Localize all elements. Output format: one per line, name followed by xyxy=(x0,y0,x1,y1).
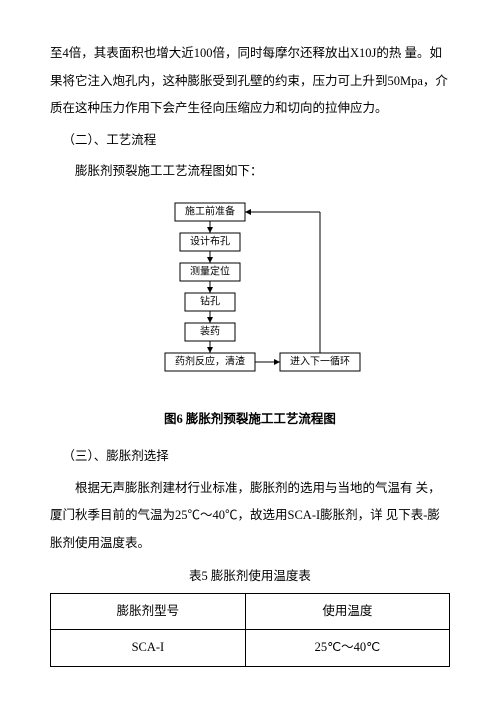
table-row: SCA-I 25℃～40℃ xyxy=(51,630,450,667)
flow-text-6: 药剂反应，清渣 xyxy=(175,354,245,367)
temperature-table: 膨胀剂型号 使用温度 SCA-I 25℃～40℃ xyxy=(50,593,450,667)
td-temp: 25℃～40℃ xyxy=(245,630,449,667)
flow-text-2: 设计布孔 xyxy=(190,234,230,247)
section-heading-3: （三）、膨胀剂选择 xyxy=(50,443,450,471)
table-caption-5: 表5 膨胀剂使用温度表 xyxy=(50,563,450,591)
arrowhead-5 xyxy=(207,347,213,353)
table-header-row: 膨胀剂型号 使用温度 xyxy=(51,593,450,630)
section-heading-2: （二）、工艺流程 xyxy=(50,127,450,155)
arrowhead-6 xyxy=(274,359,280,365)
th-model: 膨胀剂型号 xyxy=(51,593,246,630)
flow-text-3: 测量定位 xyxy=(190,264,230,277)
arrowhead-2 xyxy=(207,257,213,263)
flow-text-5: 装药 xyxy=(200,324,220,337)
th-temp: 使用温度 xyxy=(245,593,449,630)
flow-text-1: 施工前准备 xyxy=(185,204,235,217)
arrowhead-4 xyxy=(207,317,213,323)
td-model: SCA-I xyxy=(51,630,246,667)
paragraph-agent-select: 根据无声膨胀剂建材行业标准，膨胀剂的选用与当地的气温有 关，厦门秋季目前的气温为… xyxy=(50,475,450,558)
arrowhead-1 xyxy=(207,227,213,233)
arrowhead-loop xyxy=(245,209,251,215)
flowchart-container: 施工前准备 设计布孔 测量定位 钻孔 装药 药剂反应，清渣 进入下一循环 xyxy=(50,198,450,398)
paragraph-flow-intro: 膨胀剂预裂施工工艺流程图如下： xyxy=(50,158,450,186)
flow-text-4: 钻孔 xyxy=(200,294,220,307)
flowchart-svg: 施工前准备 设计布孔 测量定位 钻孔 装药 药剂反应，清渣 进入下一循环 xyxy=(120,198,380,398)
arrowhead-3 xyxy=(207,287,213,293)
paragraph-continuation: 至4倍，其表面积也增大近100倍，同时每摩尔还释放出X10J的热 量。如果将它注… xyxy=(50,40,450,123)
flow-text-7: 进入下一循环 xyxy=(290,354,350,367)
figure-caption-6: 图6 膨胀剂预裂施工工艺流程图 xyxy=(50,406,450,434)
